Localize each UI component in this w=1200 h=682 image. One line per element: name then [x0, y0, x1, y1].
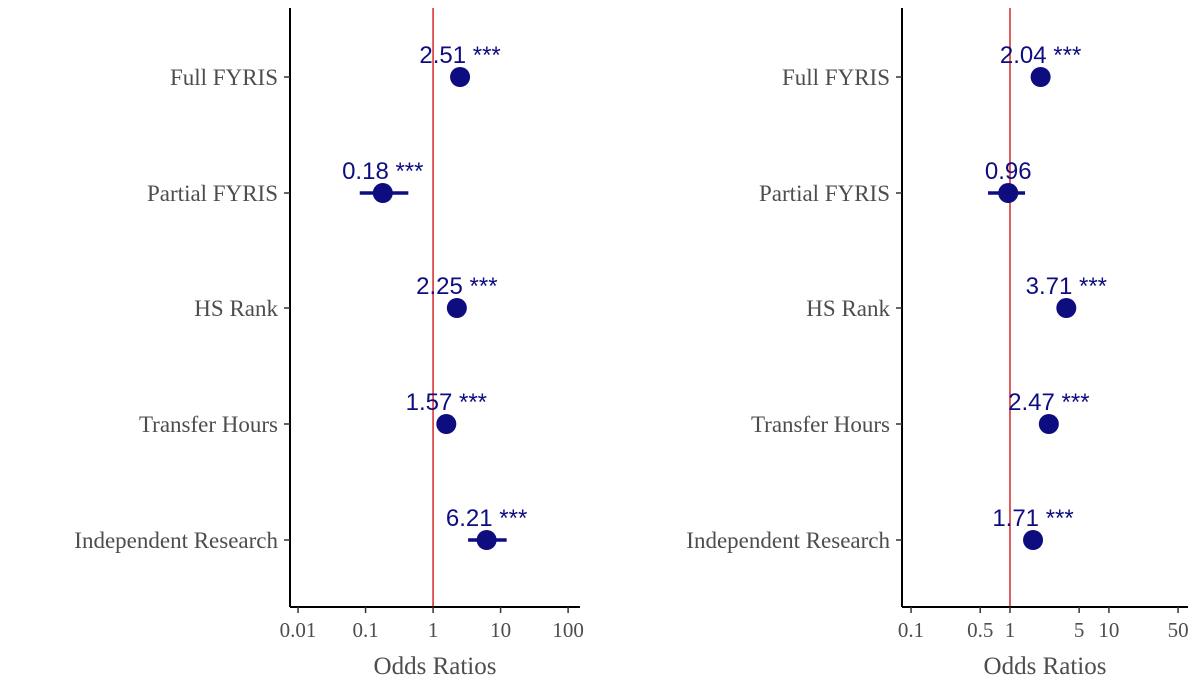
value-label: 2.51 *** [419, 42, 500, 69]
value-label: 3.71 *** [1026, 273, 1107, 300]
x-tick-label: 100 [552, 618, 584, 642]
value-text: 6.21 [446, 505, 493, 532]
significance: *** [470, 273, 498, 300]
point [1056, 298, 1077, 318]
y-tick-label: Transfer Hours [139, 412, 278, 437]
value-label: 2.25 *** [416, 273, 497, 300]
point [1030, 67, 1051, 87]
value-label: 1.57 *** [406, 389, 487, 416]
value-text: 3.71 [1026, 273, 1073, 300]
point [436, 414, 457, 434]
y-tick-label: Partial FYRIS [759, 181, 890, 206]
value-text: 1.71 [992, 505, 1039, 532]
y-tick-label: Partial FYRIS [147, 181, 278, 206]
x-tick-label: 0.5 [967, 618, 993, 642]
significance: *** [1053, 42, 1081, 69]
value-text: 2.04 [1000, 42, 1047, 69]
x-tick-label: 1 [1005, 618, 1016, 642]
value-text: 2.25 [416, 273, 463, 300]
value-label: 1.71 *** [992, 505, 1073, 532]
point [446, 298, 467, 318]
y-tick-label: Transfer Hours [751, 412, 890, 437]
x-tick-label: 0.1 [898, 618, 924, 642]
point [998, 183, 1019, 203]
x-tick-label: 0.01 [280, 618, 317, 642]
point [372, 183, 393, 203]
x-axis-title: Odds Ratios [984, 653, 1107, 680]
y-tick-label: Independent Research [74, 528, 278, 553]
y-tick-label: Full FYRIS [782, 65, 890, 90]
point [1023, 530, 1044, 550]
x-tick-label: 1 [428, 618, 439, 642]
y-tick-label: Full FYRIS [170, 65, 278, 90]
significance: *** [1062, 389, 1090, 416]
value-label: 2.47 *** [1008, 389, 1089, 416]
y-tick-label: Independent Research [686, 528, 890, 553]
x-tick-label: 0.1 [352, 618, 378, 642]
value-label: 0.18 *** [342, 158, 423, 185]
point [450, 67, 471, 87]
significance: *** [459, 389, 487, 416]
y-tick-label: HS Rank [194, 296, 278, 321]
significance: *** [499, 505, 527, 532]
x-axis-title: Odds Ratios [374, 653, 497, 680]
significance: *** [473, 42, 501, 69]
x-tick-label: 10 [1098, 618, 1119, 642]
x-tick-label: 10 [490, 618, 511, 642]
value-label: 2.04 *** [1000, 42, 1081, 69]
point [1038, 414, 1059, 434]
x-tick-label: 50 [1168, 618, 1189, 642]
x-tick-label: 5 [1074, 618, 1085, 642]
value-text: 2.51 [419, 42, 466, 69]
point [476, 530, 497, 550]
significance: *** [395, 158, 423, 185]
significance: *** [1046, 505, 1074, 532]
value-text: 0.18 [342, 158, 389, 185]
value-text: 1.57 [406, 389, 453, 416]
value-label: 6.21 *** [446, 505, 527, 532]
value-text: 2.47 [1008, 389, 1055, 416]
y-tick-label: HS Rank [806, 296, 890, 321]
value-text: 0.96 [985, 158, 1032, 185]
significance: *** [1079, 273, 1107, 300]
value-label: 0.96 [985, 158, 1032, 185]
